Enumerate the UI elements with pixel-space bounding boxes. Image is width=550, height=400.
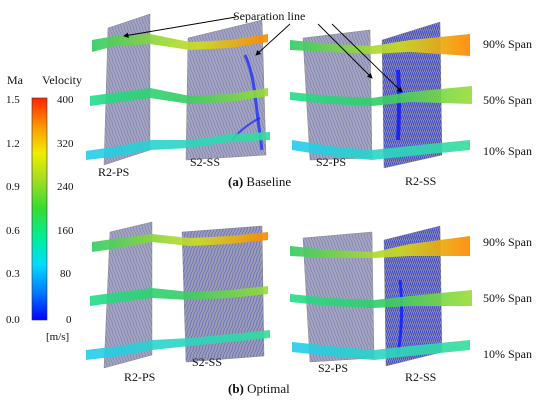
colorbar-velocity-title: Velocity xyxy=(42,73,82,87)
panel-baseline: Separation line 90% Span 50% Span 10% Sp… xyxy=(86,9,532,189)
panel-caption-optimal: (b) Optimal xyxy=(228,381,290,396)
ma-tick-label: 0.0 xyxy=(6,314,20,326)
span-band-90 xyxy=(92,232,268,252)
velocity-tick-label: 0 xyxy=(66,314,72,326)
caption-letter: (a) xyxy=(228,174,243,189)
separation-arrow xyxy=(255,23,291,56)
panel-optimal: 90% Span 50% Span 10% Span R2-PS S2-SS S… xyxy=(86,221,532,396)
blade-label-s2-ss: S2-SS xyxy=(192,355,222,369)
span-band-50 xyxy=(90,88,268,106)
ma-tick-label: 0.3 xyxy=(6,268,20,280)
colorbar-velocity-ticks: 400 320 240 160 80 0 xyxy=(57,94,74,326)
span-band-90 xyxy=(290,34,470,56)
velocity-tick-label: 320 xyxy=(57,138,74,150)
colorbar-ma-title: Ma xyxy=(7,73,24,87)
separation-line-label: Separation line xyxy=(233,9,305,23)
separation-arrow xyxy=(317,23,373,79)
blade-label-s2-ps: S2-PS xyxy=(318,361,348,375)
span-label-10: 10% Span xyxy=(483,347,532,361)
colorbar-gradient-bar xyxy=(31,97,48,321)
colorbar-unit: [m/s] xyxy=(46,331,69,343)
span-band-90 xyxy=(92,34,268,52)
span-label-50: 50% Span xyxy=(483,291,532,305)
caption-letter: (b) xyxy=(228,381,244,396)
ma-tick-label: 1.2 xyxy=(6,138,20,150)
separation-arrow xyxy=(123,16,237,38)
colorbar-ma-ticks: 1.5 1.2 0.9 0.6 0.3 0.0 xyxy=(6,94,20,326)
span-band-50 xyxy=(290,86,472,106)
velocity-tick-label: 160 xyxy=(57,225,74,237)
span-band-50 xyxy=(290,290,472,308)
velocity-tick-label: 400 xyxy=(57,94,74,106)
span-band-10 xyxy=(292,340,470,360)
panel-caption-baseline: (a) Baseline xyxy=(228,174,291,189)
blade-label-r2-ss: R2-SS xyxy=(405,174,436,188)
caption-text: Optimal xyxy=(244,381,290,396)
separation-arrow xyxy=(331,23,403,93)
colorbar: Ma Velocity 1.5 1.2 0.9 0.6 0.3 0.0 400 … xyxy=(6,73,82,343)
span-band-10 xyxy=(86,330,270,360)
blade-label-s2-ps: S2-PS xyxy=(316,155,346,169)
blade-label-r2-ps: R2-PS xyxy=(124,370,155,384)
span-label-90: 90% Span xyxy=(483,37,532,51)
span-band-90 xyxy=(290,236,470,258)
velocity-tick-label: 240 xyxy=(57,181,74,193)
separation-streaks xyxy=(396,69,401,141)
span-label-10: 10% Span xyxy=(483,144,532,158)
caption-text: Baseline xyxy=(243,174,291,189)
blade-label-s2-ss: S2-SS xyxy=(190,155,220,169)
ma-tick-label: 0.6 xyxy=(6,225,20,237)
ma-tick-label: 1.5 xyxy=(6,94,20,106)
blade-label-r2-ss: R2-SS xyxy=(405,370,436,384)
span-band-10 xyxy=(292,140,470,160)
blade-label-r2-ps: R2-PS xyxy=(98,165,129,179)
span-band-50 xyxy=(90,286,268,306)
span-label-50: 50% Span xyxy=(483,93,532,107)
velocity-tick-label: 80 xyxy=(60,268,72,280)
span-label-90: 90% Span xyxy=(483,235,532,249)
ma-tick-label: 0.9 xyxy=(6,181,20,193)
span-band-10 xyxy=(86,132,270,160)
